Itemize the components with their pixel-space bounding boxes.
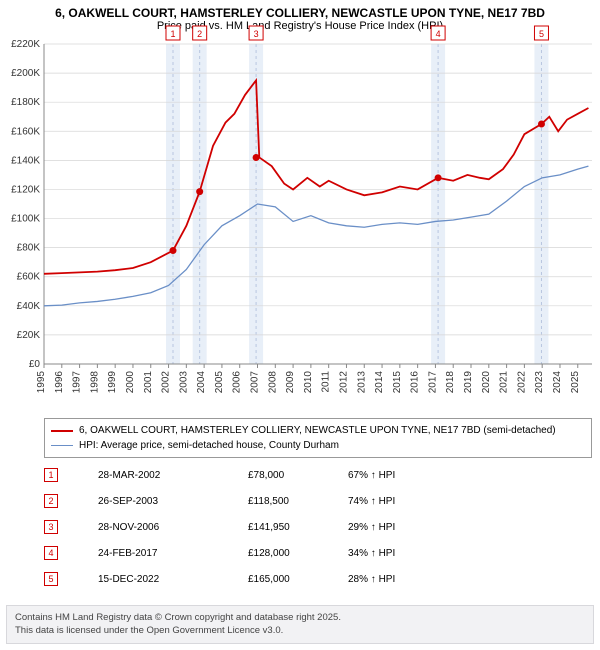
svg-text:2022: 2022 (516, 371, 527, 394)
sale-date: 28-MAR-2002 (98, 470, 248, 481)
svg-text:2018: 2018 (445, 371, 456, 394)
svg-text:2023: 2023 (534, 371, 545, 394)
svg-text:2020: 2020 (481, 371, 492, 394)
sale-price: £165,000 (248, 574, 348, 585)
svg-text:1999: 1999 (107, 371, 118, 394)
svg-text:2001: 2001 (143, 371, 154, 394)
svg-text:£180K: £180K (11, 97, 40, 108)
sale-marker-number: 2 (44, 494, 58, 508)
svg-text:2008: 2008 (267, 371, 278, 394)
sale-price: £141,950 (248, 522, 348, 533)
footer-line: This data is licensed under the Open Gov… (15, 625, 585, 637)
svg-text:2016: 2016 (410, 371, 421, 394)
svg-text:5: 5 (539, 29, 544, 39)
sale-marker-row: 1 28-MAR-2002£78,00067% ↑ HPI (44, 462, 592, 488)
chart-subtitle: Price paid vs. HM Land Registry's House … (0, 20, 600, 38)
svg-text:2007: 2007 (250, 371, 261, 394)
sale-marker-number: 5 (44, 572, 58, 586)
svg-text:1995: 1995 (36, 371, 47, 394)
svg-text:£0: £0 (29, 359, 41, 370)
sale-marker-row: 2 26-SEP-2003£118,50074% ↑ HPI (44, 488, 592, 514)
svg-text:2017: 2017 (427, 371, 438, 394)
svg-text:£40K: £40K (17, 301, 41, 312)
sale-hpi-delta: 74% ↑ HPI (348, 496, 592, 507)
svg-text:4: 4 (436, 29, 441, 39)
svg-text:2013: 2013 (356, 371, 367, 394)
svg-text:2019: 2019 (463, 371, 474, 394)
legend-label: HPI: Average price, semi-detached house,… (79, 440, 339, 451)
legend-label: 6, OAKWELL COURT, HAMSTERLEY COLLIERY, N… (79, 425, 556, 436)
sale-marker-row: 3 28-NOV-2006£141,95029% ↑ HPI (44, 514, 592, 540)
svg-text:£220K: £220K (11, 39, 40, 50)
svg-text:2015: 2015 (392, 371, 403, 394)
sale-marker-row: 5 15-DEC-2022£165,00028% ↑ HPI (44, 566, 592, 592)
svg-text:1996: 1996 (54, 371, 65, 394)
svg-text:2000: 2000 (125, 371, 136, 394)
footer-line: Contains HM Land Registry data © Crown c… (15, 612, 585, 624)
svg-text:£200K: £200K (11, 68, 40, 79)
legend-row-hpi: HPI: Average price, semi-detached house,… (51, 438, 585, 453)
svg-text:£80K: £80K (17, 243, 41, 254)
chart-title: 6, OAKWELL COURT, HAMSTERLEY COLLIERY, N… (0, 0, 600, 20)
svg-text:2014: 2014 (374, 371, 385, 394)
svg-text:2010: 2010 (303, 371, 314, 394)
svg-text:2004: 2004 (196, 371, 207, 394)
svg-text:2005: 2005 (214, 371, 225, 394)
svg-text:2003: 2003 (178, 371, 189, 394)
sale-marker-table: 1 28-MAR-2002£78,00067% ↑ HPI 2 26-SEP-2003… (44, 462, 592, 592)
sale-hpi-delta: 28% ↑ HPI (348, 574, 592, 585)
sale-hpi-delta: 29% ↑ HPI (348, 522, 592, 533)
svg-text:1998: 1998 (89, 371, 100, 394)
sale-hpi-delta: 67% ↑ HPI (348, 470, 592, 481)
legend-swatch (51, 445, 73, 447)
sale-marker-number: 1 (44, 468, 58, 482)
sale-marker-number: 3 (44, 520, 58, 534)
svg-text:1997: 1997 (72, 371, 83, 394)
svg-text:2009: 2009 (285, 371, 296, 394)
svg-text:£60K: £60K (17, 272, 41, 283)
legend-row-price-paid: 6, OAKWELL COURT, HAMSTERLEY COLLIERY, N… (51, 423, 585, 438)
sale-date: 26-SEP-2003 (98, 496, 248, 507)
report-container: 6, OAKWELL COURT, HAMSTERLEY COLLIERY, N… (0, 0, 600, 650)
svg-text:2006: 2006 (232, 371, 243, 394)
sale-date: 15-DEC-2022 (98, 574, 248, 585)
svg-text:£120K: £120K (11, 184, 40, 195)
sale-hpi-delta: 34% ↑ HPI (348, 548, 592, 559)
svg-text:£160K: £160K (11, 126, 40, 137)
svg-text:2021: 2021 (499, 371, 510, 394)
svg-text:3: 3 (254, 29, 259, 39)
sale-price: £118,500 (248, 496, 348, 507)
svg-text:2: 2 (197, 29, 202, 39)
svg-text:£20K: £20K (17, 330, 41, 341)
sale-marker-row: 4 24-FEB-2017£128,00034% ↑ HPI (44, 540, 592, 566)
price-chart: £0 £20K £40K £60K £80K £100K £120K £140K £160K £1… (6, 42, 594, 412)
sale-price: £78,000 (248, 470, 348, 481)
svg-text:1: 1 (170, 29, 175, 39)
legend-swatch (51, 430, 73, 432)
sale-date: 28-NOV-2006 (98, 522, 248, 533)
svg-text:£140K: £140K (11, 155, 40, 166)
attribution-footer: Contains HM Land Registry data © Crown c… (6, 605, 594, 644)
chart-legend: 6, OAKWELL COURT, HAMSTERLEY COLLIERY, N… (44, 418, 592, 458)
svg-text:2024: 2024 (552, 371, 563, 394)
sale-date: 24-FEB-2017 (98, 548, 248, 559)
svg-text:2011: 2011 (321, 371, 332, 393)
svg-text:£100K: £100K (11, 214, 40, 225)
svg-text:2002: 2002 (161, 371, 172, 394)
sale-marker-number: 4 (44, 546, 58, 560)
svg-text:2025: 2025 (570, 371, 581, 394)
sale-price: £128,000 (248, 548, 348, 559)
svg-text:2012: 2012 (338, 371, 349, 394)
